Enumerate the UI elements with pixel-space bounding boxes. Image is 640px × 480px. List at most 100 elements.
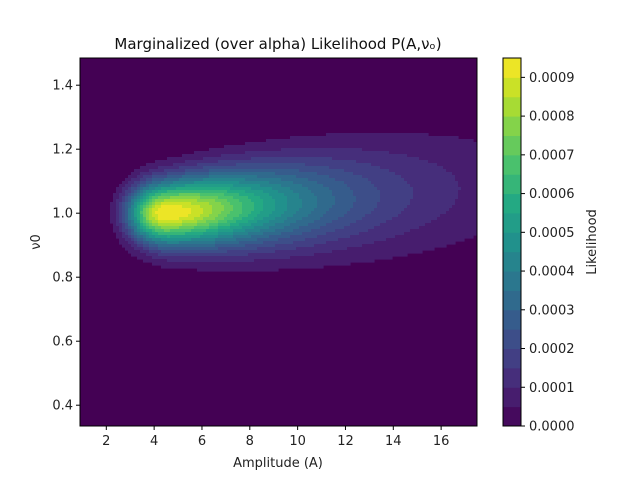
contour-cell [428,160,477,164]
contour-cell [200,235,219,239]
contour-cell [227,190,246,194]
contour-cell [140,193,144,197]
contour-cell [362,175,402,179]
contour-cell [149,208,153,212]
contour-cell [167,157,204,161]
contour-cell [125,196,129,200]
contour-cell [218,226,231,230]
contour-cell [386,220,432,224]
x-axis: 2 4 6 8 10 12 14 16 [102,426,449,449]
contour-cell [293,181,318,185]
contour-cell [152,220,159,224]
contour-cell [131,196,135,200]
contour-cell [161,238,192,242]
contour-cell [122,223,126,227]
contour-cell [137,193,141,197]
contour-cell [158,190,168,194]
contour-cell [197,223,210,227]
contour-cell [224,208,234,212]
contour-cell [152,238,162,242]
contour-cell [290,223,309,227]
colorbar-band [503,154,521,175]
contour-cell [332,250,423,254]
contour-cell [140,250,150,254]
contour-cell [347,211,372,215]
colorbar-tick-label: 0.0002 [529,342,575,357]
contour-cell [122,196,126,200]
contour-cell [161,205,183,209]
contour-cell [227,199,240,203]
contour-cell [119,241,129,245]
contour-cell [143,208,147,212]
contour-cell [350,187,378,191]
contour-cell [116,187,123,191]
contour-cell [275,199,288,203]
contour-cell [197,199,216,203]
contour-cell [134,199,138,203]
contour-cell [125,226,129,230]
contour-cell [263,223,276,227]
contour-cell [299,196,318,200]
contour-cell [116,235,123,239]
contour-cell [194,226,210,230]
colorbar-band [503,116,521,136]
contour-cell [419,226,477,230]
contour-cell [179,241,216,245]
contour-cell [131,229,135,233]
contour-cell [152,232,159,236]
contour-cell [218,232,234,236]
contour-cell [458,190,477,194]
contour-cell [251,211,261,215]
contour-cell [326,241,375,245]
contour-cell [353,190,381,194]
contour-cell [167,175,183,179]
contour-cell [404,178,456,182]
contour-cell [233,235,252,239]
contour-cell [110,208,117,212]
contour-cell [458,193,477,197]
contour-cell [284,220,297,224]
colorbar-band [503,174,521,195]
contour-cell [437,163,477,167]
contour-cell [131,244,138,248]
contour-cell [239,241,264,245]
contour-cell [125,217,129,221]
contour-cell [245,190,264,194]
contour-cell [227,250,276,254]
contour-cell [134,223,138,227]
contour-cell [242,205,255,209]
contour-cell [140,166,159,170]
contour-cell [446,211,477,215]
contour-cell [218,160,357,164]
contour-cell [203,217,216,221]
contour-cell [149,196,153,200]
contour-cell [338,238,387,242]
contour-cell [182,175,210,179]
contour-cell [218,214,228,218]
contour-cell [224,205,234,209]
contour-cell [401,175,456,179]
x-tick-label: 6 [198,434,206,449]
contour-cell [155,187,162,191]
contour-cell [119,214,123,218]
colorbar-band [503,193,521,214]
contour-cell [158,214,189,218]
contour-cell [125,223,129,227]
contour-cell [146,226,150,230]
colorbar-tick-label: 0.0004 [529,265,575,280]
contour-cell [128,187,132,191]
contour-cell [128,241,135,245]
colorbar-band [503,290,521,311]
contour-cell [164,169,186,173]
contour-cell [284,226,300,230]
contour-cell [248,220,258,224]
contour-cell [128,202,132,206]
contour-cell [134,211,138,215]
contour-cell [137,211,141,215]
contour-cell [455,175,477,179]
contour-cell [116,211,120,215]
contour-cell [362,217,393,221]
contour-cell [131,193,135,197]
contour-cell [173,163,198,167]
contour-cell [149,244,159,248]
